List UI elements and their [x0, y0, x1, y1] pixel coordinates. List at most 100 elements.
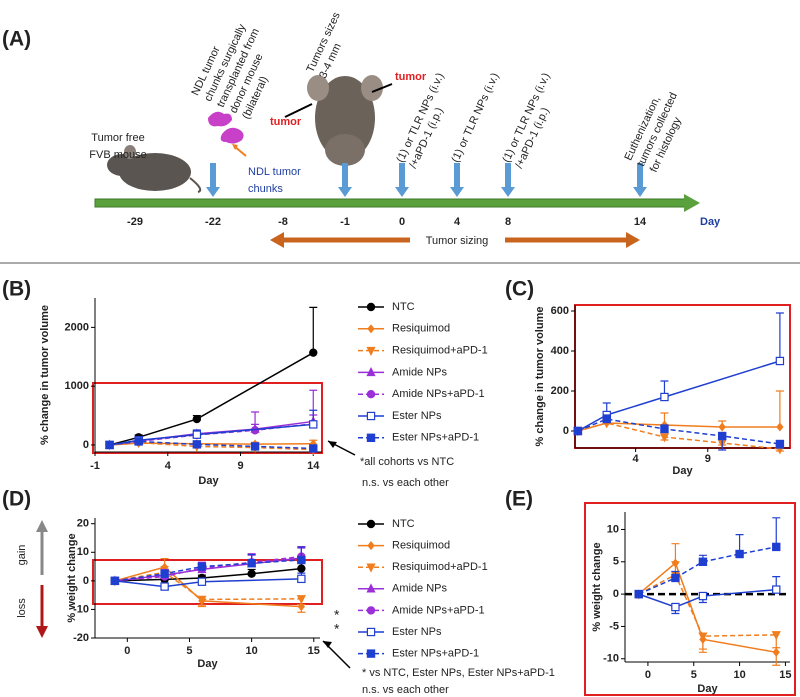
series-line: [114, 566, 302, 608]
y-tick-label: 10: [607, 523, 619, 535]
panel-label: (C): [505, 278, 534, 301]
tumor-chunks-icon: [208, 111, 244, 144]
marker: [771, 631, 781, 641]
x-tick-label: 10: [246, 645, 258, 657]
series-line: [638, 588, 777, 608]
marker: [247, 569, 256, 578]
timeline-bar: [94, 198, 686, 208]
timeline-note: FVB mouse: [89, 149, 146, 161]
y-tick-label: 1000: [65, 380, 89, 392]
error-bar: [772, 517, 781, 547]
legend-marker: [366, 583, 376, 593]
timeline-tick-label: -1: [340, 216, 350, 228]
timeline-tick-label: -22: [205, 216, 221, 228]
y-tick-label: -10: [603, 653, 619, 665]
tumor-label: tumor: [270, 116, 302, 128]
timeline-tick-label: 8: [505, 216, 511, 228]
marker: [602, 414, 611, 424]
x-tick-label: 0: [645, 669, 651, 681]
x-tick-label: -1: [90, 460, 100, 472]
legend-label: Ester NPs: [392, 626, 442, 638]
zoom-highlight: [92, 559, 323, 605]
event-arrow-head: [450, 187, 464, 197]
marker: [698, 557, 708, 566]
legend-marker: [366, 433, 376, 443]
timeline-tick-label: 14: [634, 216, 647, 228]
marker: [776, 422, 784, 432]
legend-label: NTC: [392, 518, 415, 530]
marker: [160, 569, 169, 578]
marker: [573, 426, 583, 436]
series-line: [577, 360, 781, 432]
legend-marker: [366, 366, 376, 377]
annotation: * vs NTC, Ester NPs, Ester NPs+aPD-1: [362, 667, 555, 679]
error-bar: [309, 306, 318, 353]
marker: [634, 589, 643, 599]
annotation: loss: [16, 598, 28, 618]
legend-marker: [366, 563, 376, 573]
y-tick-label: 400: [551, 345, 569, 357]
x-tick-label: 4: [633, 453, 640, 465]
annotation: n.s. vs each other: [362, 477, 449, 489]
marker: [772, 585, 781, 594]
annotation: n.s. vs each other: [362, 684, 449, 696]
marker: [775, 439, 785, 449]
legend-label: Amide NPs: [392, 583, 448, 595]
x-axis-label: Day: [198, 475, 219, 487]
series-line: [109, 352, 314, 446]
marker: [718, 422, 726, 432]
legend-label: Resiquimod+aPD-1: [392, 561, 488, 573]
timeline-note: (1) or TLR NPs (i.v.): [449, 71, 501, 164]
marker: [297, 555, 306, 565]
x-axis-label: Day: [197, 658, 218, 670]
timeline-note: NDL tumor: [248, 166, 301, 178]
event-arrow: [210, 163, 216, 188]
panel-label: (B): [2, 278, 31, 301]
marker: [717, 431, 727, 441]
mouse-icon: [307, 75, 383, 166]
annotation: *: [334, 607, 340, 623]
mouse-icon: [107, 145, 202, 193]
marker: [197, 595, 207, 605]
legend-label: Amide NPs+aPD-1: [392, 604, 485, 616]
marker: [772, 647, 780, 657]
marker: [250, 442, 260, 451]
legend-label: Ester NPs+aPD-1: [392, 432, 479, 444]
y-axis-label: % weight change: [591, 542, 603, 631]
timeline-tick-label: -8: [278, 216, 288, 228]
tumor-label: tumor: [395, 71, 427, 83]
legend-marker: [366, 390, 376, 399]
y-axis-label: % change in tumor volume: [534, 307, 546, 447]
y-tick-label: 0: [83, 439, 89, 451]
timeline-tick-label: 0: [399, 216, 405, 228]
event-arrow: [505, 163, 511, 188]
marker: [192, 430, 202, 439]
y-tick-label: 2000: [65, 321, 89, 333]
series-line: [638, 573, 777, 637]
arrow-head: [232, 144, 238, 150]
legend-marker: [366, 519, 376, 529]
timeline-note: chunks: [248, 183, 283, 195]
event-arrow-head: [395, 187, 409, 197]
x-tick-label: 15: [779, 669, 791, 681]
legend-marker: [366, 627, 376, 637]
event-arrow: [342, 163, 348, 188]
x-tick-label: 14: [307, 460, 320, 472]
x-tick-label: 15: [308, 645, 320, 657]
error-bar: [775, 390, 784, 427]
x-tick-label: 5: [691, 669, 697, 681]
sizing-label-bg: [410, 230, 505, 250]
event-arrow: [399, 163, 405, 188]
x-tick-label: 5: [186, 645, 192, 657]
x-tick-label: 0: [124, 645, 130, 657]
marker: [671, 573, 680, 583]
y-tick-label: -10: [73, 603, 89, 615]
marker: [660, 424, 669, 434]
marker: [197, 577, 207, 586]
marker: [297, 564, 306, 573]
panel-label: (E): [505, 488, 533, 511]
y-tick-label: -20: [73, 632, 89, 644]
x-tick-label: 9: [705, 453, 711, 465]
y-tick-label: 10: [77, 546, 89, 558]
y-tick-label: 5: [613, 556, 619, 568]
